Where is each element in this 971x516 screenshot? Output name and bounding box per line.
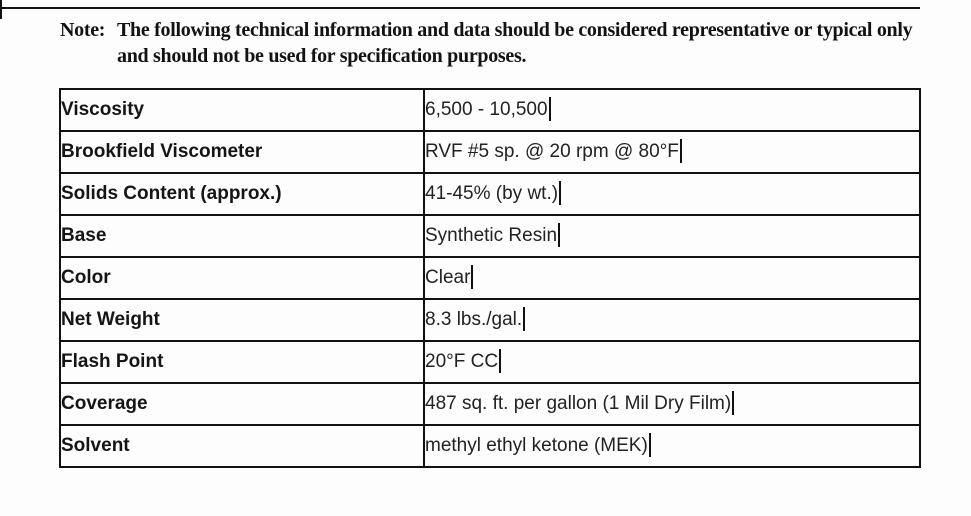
value-cell: Synthetic Resin — [423, 214, 921, 258]
property-cell: Net Weight — [59, 298, 425, 342]
left-edge-tick — [0, 0, 2, 19]
value-text: RVF #5 sp. @ 20 rpm @ 80°F — [425, 141, 679, 163]
value-text: 487 sq. ft. per gallon (1 Mil Dry Film) — [425, 393, 732, 415]
value-text: 41-45% (by wt.) — [425, 183, 559, 205]
text-caret — [523, 307, 526, 331]
property-label: Solids Content (approx.) — [61, 183, 282, 204]
text-caret — [558, 223, 561, 247]
property-cell: Coverage — [59, 382, 425, 426]
value-text: methyl ethyl ketone (MEK) — [425, 435, 648, 457]
property-label: Brookfield Viscometer — [61, 141, 263, 162]
property-label: Viscosity — [61, 99, 145, 120]
table-row: Base Synthetic Resin — [59, 214, 921, 258]
text-caret — [732, 391, 735, 415]
table-row: Net Weight 8.3 lbs./gal. — [59, 298, 921, 342]
text-caret — [499, 349, 502, 373]
value-text: Clear — [425, 267, 471, 289]
table-row: Solvent methyl ethyl ketone (MEK) — [59, 424, 921, 468]
value-cell: 487 sq. ft. per gallon (1 Mil Dry Film) — [423, 382, 921, 426]
text-caret — [548, 97, 551, 121]
property-label: Solvent — [61, 435, 130, 456]
table-row: Viscosity 6,500 - 10,500 — [59, 88, 921, 132]
property-cell: Flash Point — [59, 340, 425, 384]
spec-table: Viscosity 6,500 - 10,500 Brookfield Visc… — [59, 88, 921, 468]
table-row: Coverage 487 sq. ft. per gallon (1 Mil D… — [59, 382, 921, 426]
value-cell: 8.3 lbs./gal. — [423, 298, 921, 342]
note-label: Note: — [60, 19, 106, 41]
property-label: Coverage — [61, 393, 148, 414]
property-label: Color — [61, 267, 111, 288]
value-cell[interactable]: methyl ethyl ketone (MEK) — [423, 424, 921, 468]
property-cell: Viscosity — [59, 88, 425, 132]
property-cell: Brookfield Viscometer — [59, 130, 425, 174]
value-cell: 6,500 - 10,500 — [423, 88, 921, 132]
table-row: Solids Content (approx.) 41-45% (by wt.) — [59, 172, 921, 216]
property-label: Net Weight — [61, 309, 160, 330]
text-caret — [471, 265, 474, 289]
text-caret — [648, 433, 651, 457]
value-cell: Clear — [423, 256, 921, 300]
top-horizontal-rule — [0, 7, 920, 9]
value-cell: 41-45% (by wt.) — [423, 172, 921, 216]
table-row: Flash Point 20°F CC — [59, 340, 921, 384]
property-label: Flash Point — [61, 351, 164, 372]
text-caret — [559, 181, 562, 205]
table-row: Brookfield Viscometer RVF #5 sp. @ 20 rp… — [59, 130, 921, 174]
note-paragraph: Note: The following technical informatio… — [60, 17, 922, 69]
table-row: Color Clear — [59, 256, 921, 300]
property-cell: Base — [59, 214, 425, 258]
property-cell: Color — [59, 256, 425, 300]
value-cell: 20°F CC — [423, 340, 921, 384]
value-text: 8.3 lbs./gal. — [425, 309, 523, 331]
property-cell: Solids Content (approx.) — [59, 172, 425, 216]
property-label: Base — [61, 225, 107, 246]
note-text: The following technical information and … — [117, 19, 913, 67]
value-text: Synthetic Resin — [425, 225, 558, 247]
spec-table-body: Viscosity 6,500 - 10,500 Brookfield Visc… — [59, 88, 921, 468]
property-cell: Solvent — [59, 424, 425, 468]
value-cell: RVF #5 sp. @ 20 rpm @ 80°F — [423, 130, 921, 174]
value-text: 20°F CC — [425, 351, 499, 373]
value-text: 6,500 - 10,500 — [425, 99, 548, 121]
text-caret — [679, 139, 682, 163]
